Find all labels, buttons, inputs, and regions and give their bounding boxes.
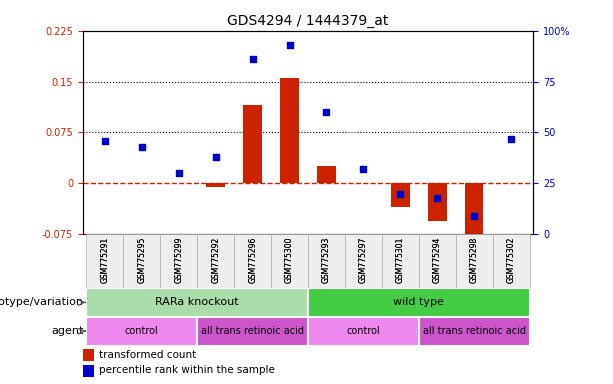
Text: RARa knockout: RARa knockout (156, 297, 239, 308)
Text: GSM775301: GSM775301 (396, 237, 405, 283)
Text: GSM775294: GSM775294 (433, 237, 442, 283)
Text: GSM775292: GSM775292 (211, 237, 220, 283)
Bar (455, 234, 493, 288)
Bar (123, 234, 161, 288)
Bar (280, 78, 299, 184)
Bar (493, 234, 530, 288)
Bar (161, 234, 197, 288)
Point (470, 213, 479, 219)
Text: GSM775298: GSM775298 (470, 237, 479, 283)
Point (211, 154, 221, 160)
Bar (428, 184, 446, 221)
Point (395, 190, 405, 197)
Title: GDS4294 / 1444379_at: GDS4294 / 1444379_at (227, 14, 389, 28)
Point (359, 166, 368, 172)
Text: transformed count: transformed count (99, 350, 196, 360)
Text: GSM775294: GSM775294 (433, 237, 442, 283)
Bar (308, 234, 345, 288)
Bar (197, 234, 234, 288)
Text: all trans retinoic acid: all trans retinoic acid (201, 326, 304, 336)
Bar (86, 288, 308, 317)
Text: GSM775296: GSM775296 (248, 237, 257, 283)
Text: GSM775302: GSM775302 (507, 237, 516, 283)
Text: percentile rank within the sample: percentile rank within the sample (99, 366, 275, 376)
Bar (345, 234, 382, 288)
Bar (382, 234, 419, 288)
Text: GSM775295: GSM775295 (137, 237, 147, 283)
Bar (86, 234, 123, 288)
Bar (271, 234, 308, 288)
Bar (308, 317, 419, 346)
Text: control: control (125, 326, 159, 336)
Text: GSM775297: GSM775297 (359, 237, 368, 283)
Text: GSM775301: GSM775301 (396, 237, 405, 283)
Text: wild type: wild type (394, 297, 444, 308)
Bar (308, 288, 530, 317)
Text: GSM775299: GSM775299 (174, 237, 183, 283)
Point (506, 136, 516, 142)
Text: control: control (346, 326, 380, 336)
Text: GSM775298: GSM775298 (470, 237, 479, 283)
Text: GSM775300: GSM775300 (285, 237, 294, 283)
Text: GSM775299: GSM775299 (174, 237, 183, 283)
Text: GSM775300: GSM775300 (285, 237, 294, 283)
Point (432, 195, 442, 201)
Text: agent: agent (51, 326, 83, 336)
Text: genotype/variation: genotype/variation (0, 297, 83, 308)
Bar (234, 234, 271, 288)
Text: GSM775292: GSM775292 (211, 237, 220, 283)
Text: GSM775296: GSM775296 (248, 237, 257, 283)
Text: GSM775295: GSM775295 (137, 237, 147, 283)
Bar (197, 317, 308, 346)
Text: GSM775291: GSM775291 (101, 237, 109, 283)
Point (100, 137, 110, 144)
Text: GSM775291: GSM775291 (101, 237, 109, 283)
Point (322, 109, 332, 115)
Text: all trans retinoic acid: all trans retinoic acid (423, 326, 526, 336)
Point (284, 42, 294, 48)
Text: GSM775302: GSM775302 (507, 237, 516, 283)
Text: GSM775293: GSM775293 (322, 237, 331, 283)
Bar (83, 349, 94, 361)
Bar (419, 317, 530, 346)
Bar (207, 184, 225, 187)
Bar (243, 105, 262, 184)
Text: GSM775293: GSM775293 (322, 237, 331, 283)
Bar (391, 184, 409, 207)
Text: GSM775297: GSM775297 (359, 237, 368, 283)
Bar (419, 234, 455, 288)
Point (248, 56, 257, 62)
Bar (86, 317, 197, 346)
Bar (465, 184, 484, 245)
Point (174, 170, 184, 176)
Point (137, 144, 147, 150)
Bar (318, 166, 336, 184)
Bar (83, 365, 94, 377)
